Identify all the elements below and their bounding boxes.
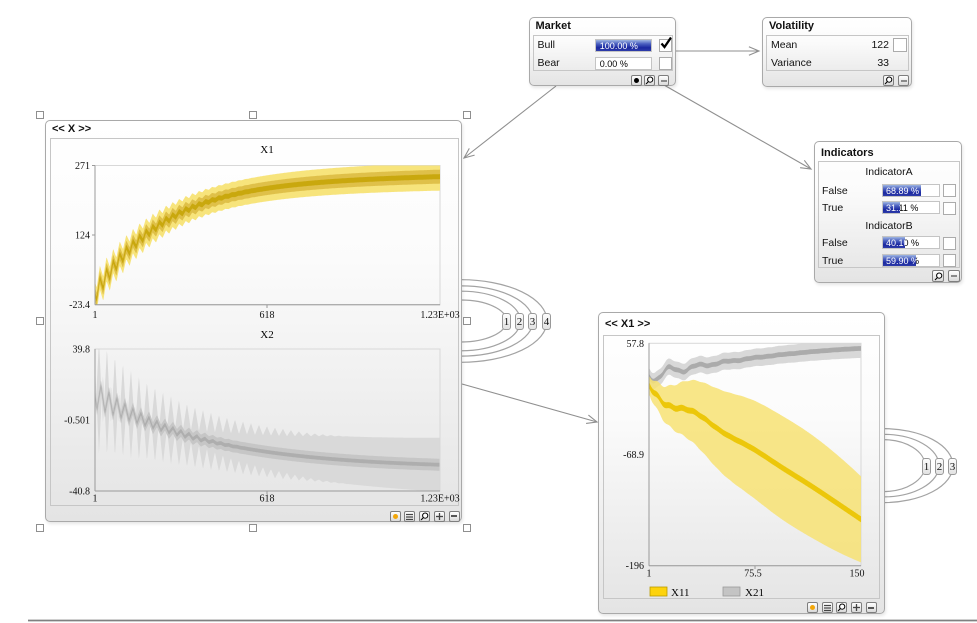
svg-text:1: 1 <box>93 310 98 321</box>
svg-text:271: 271 <box>75 161 90 172</box>
svg-text:1.23E+03: 1.23E+03 <box>420 494 459 505</box>
svg-text:124: 124 <box>75 231 90 242</box>
svg-text:X11: X11 <box>671 587 690 599</box>
svg-text:57.8: 57.8 <box>627 339 645 350</box>
svg-text:1: 1 <box>93 494 98 505</box>
svg-text:X21: X21 <box>745 587 764 599</box>
svg-text:X1: X1 <box>260 144 273 156</box>
svg-text:39.8: 39.8 <box>73 345 91 356</box>
svg-text:1: 1 <box>647 569 652 580</box>
svg-text:-23.4: -23.4 <box>69 300 90 311</box>
svg-text:150: 150 <box>850 569 865 580</box>
svg-text:-68.9: -68.9 <box>623 450 644 461</box>
svg-text:618: 618 <box>260 310 275 321</box>
svg-text:1.23E+03: 1.23E+03 <box>420 310 459 321</box>
svg-text:75.5: 75.5 <box>744 569 762 580</box>
svg-text:-196: -196 <box>626 561 644 572</box>
svg-text:-40.8: -40.8 <box>69 487 90 498</box>
svg-text:-0.501: -0.501 <box>64 416 90 427</box>
svg-text:X2: X2 <box>260 329 273 341</box>
svg-text:618: 618 <box>260 494 275 505</box>
